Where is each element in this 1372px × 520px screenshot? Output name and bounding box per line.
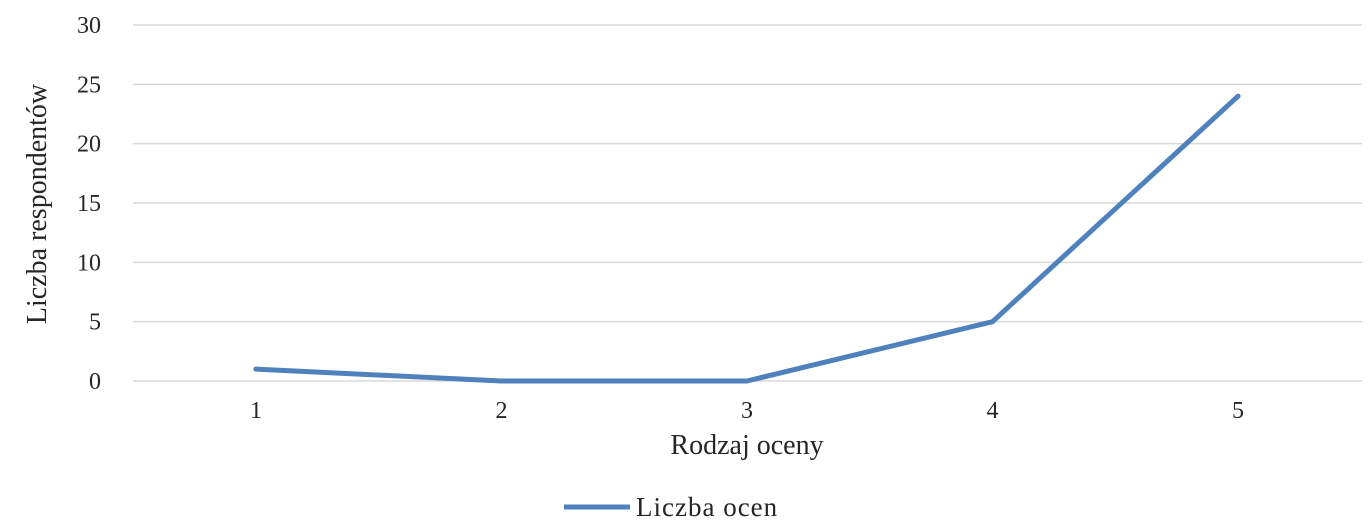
data-point <box>253 366 259 372</box>
y-tick-label: 10 <box>77 250 101 276</box>
y-tick-label: 20 <box>77 132 101 158</box>
y-tick-label: 5 <box>89 310 101 336</box>
x-tick-label: 4 <box>987 398 999 424</box>
y-tick-label: 0 <box>89 369 101 395</box>
legend: Liczba ocen <box>564 492 778 520</box>
series-line <box>253 93 1241 384</box>
x-tick-label: 3 <box>741 398 753 424</box>
legend-label: Liczba ocen <box>636 492 778 520</box>
y-axis-ticks: 0 5 10 15 20 25 30 <box>77 13 101 395</box>
y-tick-label: 15 <box>77 191 101 217</box>
gridlines <box>133 24 1362 382</box>
y-tick-label: 30 <box>77 13 101 39</box>
y-tick-label: 25 <box>77 72 101 98</box>
x-axis-title: Rodzaj oceny <box>670 430 823 461</box>
data-point <box>990 319 995 325</box>
series-group <box>253 93 1241 384</box>
y-axis-title: Liczba respondentów <box>22 83 53 324</box>
x-tick-label: 2 <box>496 398 508 424</box>
x-tick-label: 1 <box>250 398 262 424</box>
data-point <box>499 378 504 384</box>
x-axis-ticks: 1 2 3 4 5 <box>250 398 1244 424</box>
x-tick-label: 5 <box>1232 398 1244 424</box>
data-point <box>744 378 750 384</box>
data-point <box>1235 93 1241 99</box>
